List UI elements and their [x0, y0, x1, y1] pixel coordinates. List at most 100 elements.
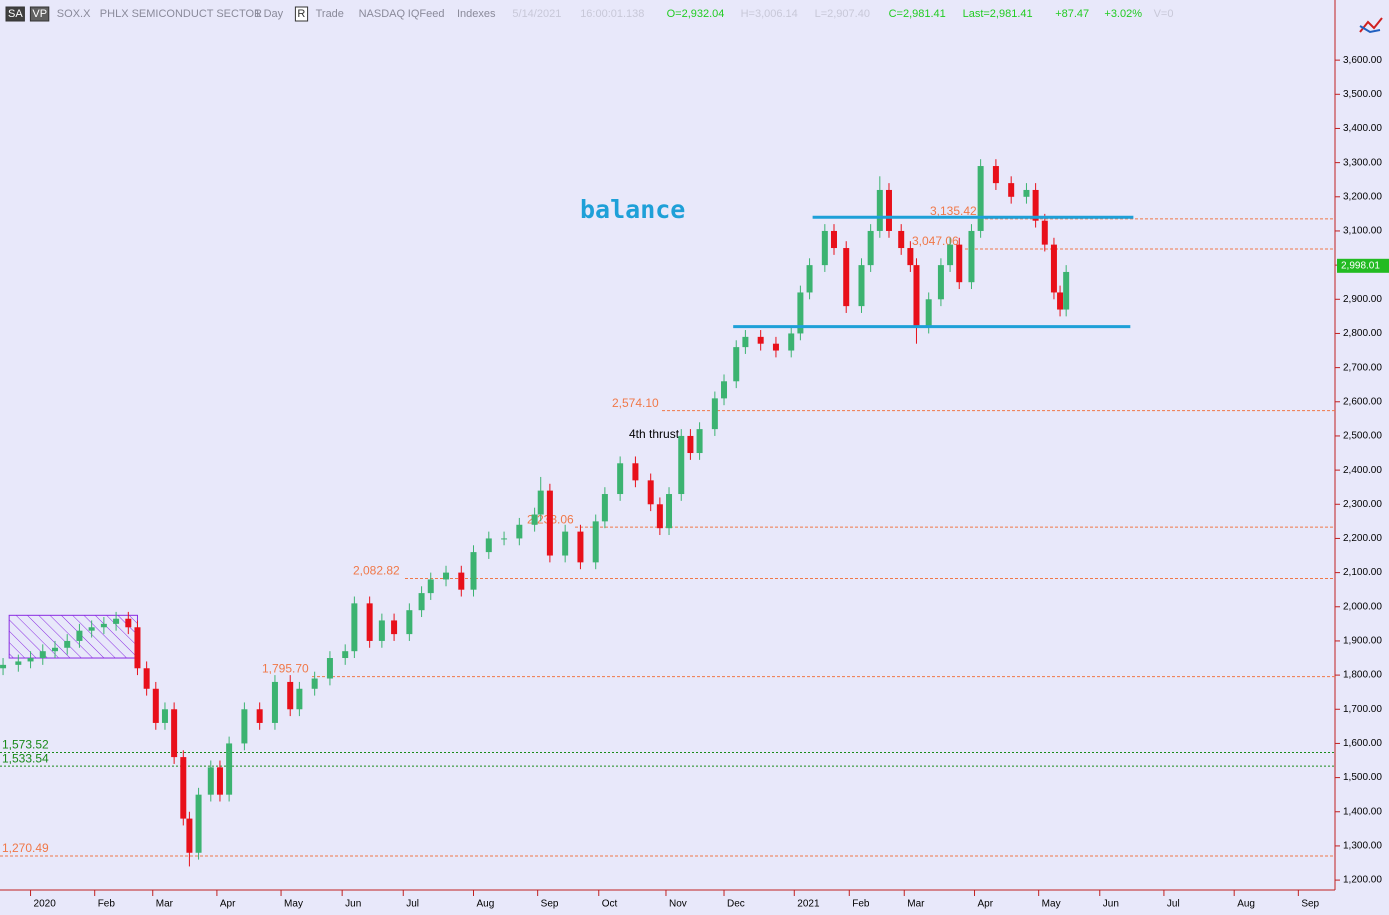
header-item: SOX.X [57, 8, 91, 20]
annotation: 4th thrust [629, 427, 680, 441]
candle-body [968, 230, 975, 283]
x-tick-label: May [284, 899, 303, 910]
level-label: 3,135.42 [930, 204, 977, 218]
y-tick-label: 3,100.00 [1343, 226, 1382, 237]
candle-body [721, 381, 728, 399]
candle-body [956, 244, 963, 283]
header-box [5, 6, 25, 22]
x-tick-label: Aug [1237, 899, 1255, 910]
candle-body [788, 333, 795, 351]
candle-body [696, 429, 703, 454]
level-label: 2,082.82 [353, 564, 400, 578]
header-item: SA [8, 8, 23, 20]
x-tick-label: Jun [345, 899, 361, 910]
y-tick-label: 2,400.00 [1343, 465, 1382, 476]
x-tick-label: Aug [477, 899, 495, 910]
x-tick-label: Sep [1301, 899, 1319, 910]
candle-body [562, 531, 569, 556]
header-item: 1 Day [254, 8, 283, 20]
candle-body [772, 343, 779, 351]
y-tick-label: 1,800.00 [1343, 670, 1382, 681]
candle-body [806, 265, 813, 293]
candle-body [656, 504, 663, 529]
candle-body [666, 494, 673, 529]
candle-body [226, 743, 233, 795]
candle-body [443, 572, 450, 580]
candle-body [64, 640, 71, 648]
level-label: 1,795.70 [262, 662, 309, 676]
header-item: +87.47 [1055, 8, 1089, 20]
x-tick-label: Jul [406, 899, 419, 910]
x-tick-label: Apr [220, 899, 236, 910]
candle-body [39, 651, 46, 659]
candle-body [1032, 189, 1039, 221]
candle-body [977, 166, 984, 231]
candle-body [1063, 271, 1070, 310]
header-item: L=2,907.40 [815, 8, 870, 20]
candle-body [241, 709, 248, 744]
candle-body [867, 230, 874, 266]
candle-body [546, 490, 553, 556]
candle-body [885, 189, 892, 231]
candle-body [1023, 189, 1030, 197]
header-item: 5/14/2021 [512, 8, 561, 20]
header-item: NASDAQ [359, 8, 406, 20]
candle-body [311, 678, 318, 689]
x-tick-label: Oct [602, 899, 618, 910]
tool-icon[interactable] [1359, 17, 1383, 34]
candle-body [161, 709, 168, 723]
y-tick-label: 2,200.00 [1343, 533, 1382, 544]
header-item: VP [32, 8, 47, 20]
last-price-box [1337, 258, 1389, 273]
y-tick-label: 1,700.00 [1343, 704, 1382, 715]
candle-body [647, 480, 654, 505]
x-tick-label: Jul [1167, 899, 1180, 910]
candle-body [143, 668, 150, 689]
x-tick-label: Apr [978, 899, 994, 910]
candle-body [406, 610, 413, 635]
candle-body [797, 292, 804, 334]
header-item: IQFeed [408, 8, 445, 20]
y-tick-label: 2,500.00 [1343, 431, 1382, 442]
candle-body [296, 688, 303, 710]
candle-body [537, 490, 544, 515]
candle-body [992, 166, 999, 184]
candle-body [15, 661, 22, 665]
candle-body [195, 794, 202, 853]
y-tick-label: 1,500.00 [1343, 772, 1382, 783]
candle-body [516, 524, 523, 539]
candle-body [1057, 292, 1064, 310]
x-tick-label: Sep [541, 899, 559, 910]
y-tick-label: 1,300.00 [1343, 841, 1382, 852]
candle-body [742, 336, 749, 348]
candle-body [876, 189, 883, 231]
candle-body [125, 618, 132, 628]
x-tick-label: Feb [852, 899, 870, 910]
header-item: V=0 [1154, 8, 1174, 20]
x-tick-label: Jun [1103, 899, 1119, 910]
y-tick-label: 1,900.00 [1343, 636, 1382, 647]
candle-body [458, 572, 465, 590]
candle-body [470, 552, 477, 590]
candle-body [733, 347, 740, 382]
candle-body [88, 627, 95, 631]
header-item: R [297, 8, 305, 20]
candle-body [1008, 183, 1015, 197]
header-item: Trade [316, 8, 344, 20]
candle-body [351, 603, 358, 652]
candle-body [711, 398, 718, 430]
candle-body [113, 618, 120, 624]
candle-body [858, 265, 865, 307]
candle-body [913, 265, 920, 327]
level-label: 1,573.52 [2, 738, 49, 752]
level-label: 1,270.49 [2, 841, 49, 855]
candle-body [757, 336, 764, 344]
y-tick-label: 3,200.00 [1343, 191, 1382, 202]
candle-body [632, 463, 639, 481]
candle-body [601, 494, 608, 522]
candle-body [326, 658, 333, 679]
x-tick-label: Nov [669, 899, 687, 910]
candle-body [186, 818, 193, 853]
y-tick-label: 2,100.00 [1343, 567, 1382, 578]
x-tick-label: Dec [727, 899, 745, 910]
